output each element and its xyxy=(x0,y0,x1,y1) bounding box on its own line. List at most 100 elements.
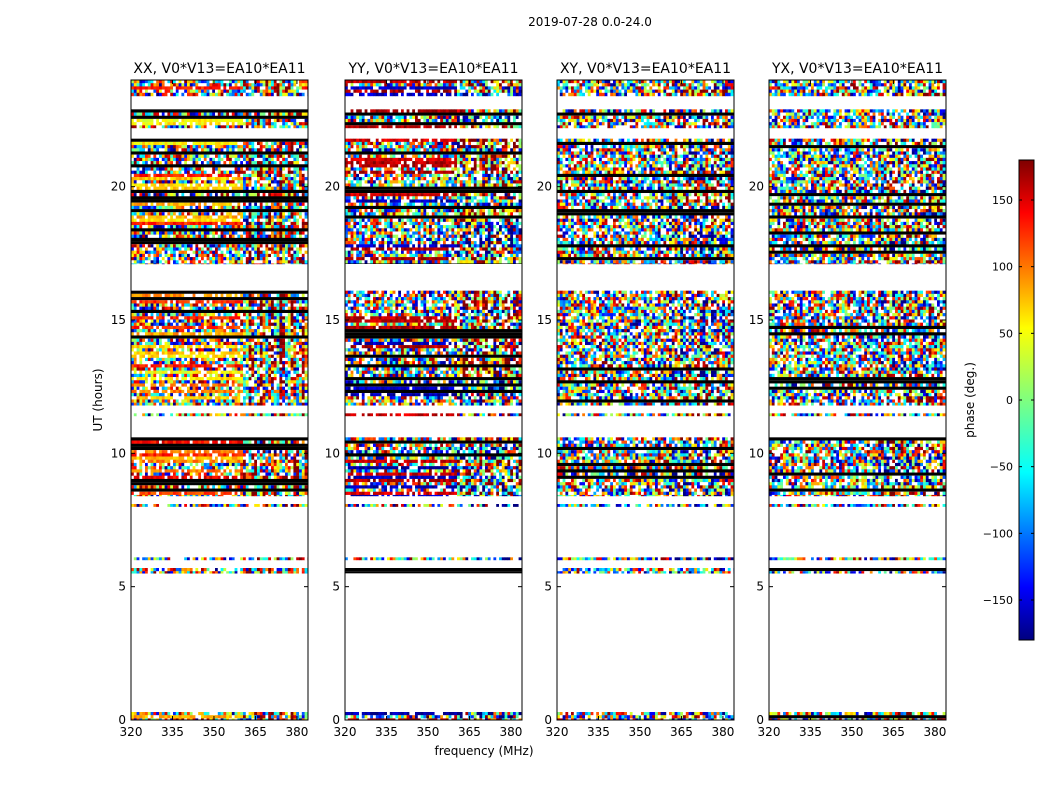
heatmap-row xyxy=(131,189,308,194)
heatmap-row xyxy=(131,306,308,311)
heatmap-row xyxy=(345,367,522,371)
heatmap-row xyxy=(769,472,946,476)
heatmap-row xyxy=(557,491,734,496)
heatmap-row xyxy=(557,399,734,403)
heatmap-row xyxy=(131,482,308,486)
heatmap-row xyxy=(557,478,734,483)
y-tick-label: 10 xyxy=(749,446,764,460)
heatmap-row xyxy=(131,199,308,203)
y-tick-label: 15 xyxy=(111,313,126,327)
heatmap-row xyxy=(345,568,522,572)
heatmap-row xyxy=(345,437,522,441)
heatmap-row xyxy=(345,354,522,358)
heatmap-row xyxy=(769,218,946,223)
heatmap-row xyxy=(131,459,308,464)
axes-frame xyxy=(768,79,947,721)
heatmap-row xyxy=(131,313,308,317)
heatmap-row xyxy=(769,313,946,317)
colorbar-tick-label: −50 xyxy=(990,461,1013,474)
heatmap-row xyxy=(769,450,946,454)
heatmap-row xyxy=(345,86,522,90)
heatmap-row xyxy=(769,357,946,362)
heatmap-row xyxy=(131,450,308,454)
heatmap-row xyxy=(557,389,734,394)
heatmap-row xyxy=(769,297,946,301)
heatmap-row xyxy=(769,367,946,371)
heatmap-row xyxy=(345,148,522,152)
heatmap-row xyxy=(131,167,308,171)
heatmap-row xyxy=(131,557,308,561)
heatmap-row xyxy=(769,157,946,162)
heatmap-row xyxy=(345,164,522,168)
heatmap-row xyxy=(769,325,946,330)
heatmap-row xyxy=(557,199,734,203)
heatmap-row xyxy=(345,250,522,255)
heatmap-row xyxy=(557,446,734,451)
heatmap-row xyxy=(557,325,734,330)
heatmap-row xyxy=(557,241,734,245)
heatmap-row xyxy=(769,202,946,206)
heatmap-row xyxy=(131,241,308,245)
heatmap-row xyxy=(557,186,734,191)
heatmap-row xyxy=(557,466,734,470)
heatmap-row xyxy=(557,297,734,301)
heatmap-row xyxy=(345,446,522,451)
heatmap-row xyxy=(131,402,308,406)
heatmap-row xyxy=(769,386,946,390)
heatmap-row xyxy=(131,571,308,574)
heatmap-row xyxy=(345,183,522,187)
heatmap-row xyxy=(557,177,734,181)
heatmap-row xyxy=(131,164,308,168)
heatmap-row xyxy=(131,218,308,223)
heatmap-row xyxy=(769,351,946,355)
heatmap-row xyxy=(769,221,946,226)
x-tick-label: 350 xyxy=(629,725,652,739)
heatmap-row xyxy=(345,118,522,123)
heatmap-row xyxy=(769,148,946,152)
heatmap-row xyxy=(557,228,734,232)
heatmap-row xyxy=(345,712,522,716)
heatmap-row xyxy=(557,250,734,255)
heatmap-row xyxy=(557,300,734,304)
heatmap-row xyxy=(131,351,308,355)
heatmap-row xyxy=(131,193,308,197)
heatmap-row xyxy=(557,370,734,375)
y-axis-label: UT (hours) xyxy=(91,368,105,431)
heatmap-row xyxy=(769,332,946,336)
heatmap-row xyxy=(131,354,308,359)
heatmap-row xyxy=(131,491,308,496)
heatmap-row xyxy=(345,338,522,343)
heatmap-row xyxy=(131,250,308,255)
heatmap-row xyxy=(345,453,522,457)
heatmap-row xyxy=(131,297,308,301)
heatmap-row xyxy=(769,718,946,720)
heatmap-row xyxy=(769,446,946,451)
heatmap-row xyxy=(769,459,946,464)
heatmap-row xyxy=(131,335,308,339)
heatmap-row xyxy=(345,186,522,190)
x-tick-label: 335 xyxy=(799,725,822,739)
heatmap-row xyxy=(345,402,522,406)
heatmap-row xyxy=(345,167,522,171)
heatmap-row xyxy=(769,413,946,417)
heatmap-row xyxy=(131,325,308,330)
heatmap-row xyxy=(769,253,946,258)
heatmap-row xyxy=(345,718,522,720)
heatmap-row xyxy=(769,118,946,123)
heatmap-row xyxy=(557,402,734,406)
heatmap-row xyxy=(131,260,308,264)
heatmap-row xyxy=(345,234,522,239)
heatmap-row xyxy=(769,290,946,295)
heatmap-row xyxy=(769,469,946,473)
y-tick-label: 20 xyxy=(325,180,340,194)
heatmap-row xyxy=(131,173,308,178)
heatmap-row xyxy=(345,329,522,333)
heatmap-row xyxy=(345,196,522,200)
heatmap-row xyxy=(557,263,734,265)
heatmap-row xyxy=(345,92,522,97)
heatmap-row xyxy=(345,199,522,203)
heatmap-row xyxy=(131,209,308,213)
heatmap-row xyxy=(769,494,946,497)
heatmap-row xyxy=(131,485,308,489)
heatmap-row xyxy=(769,212,946,216)
